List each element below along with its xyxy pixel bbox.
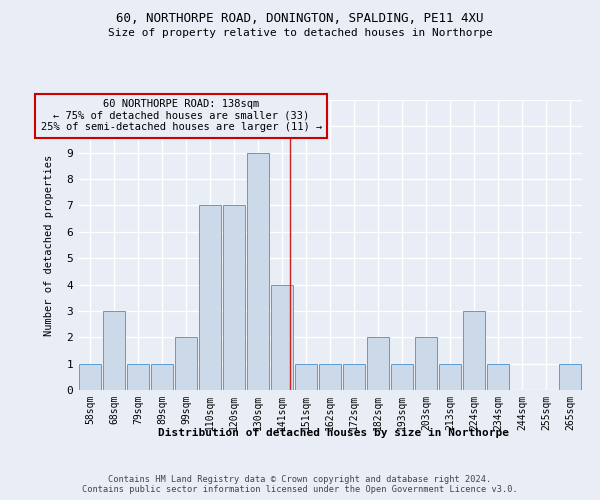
Bar — [103, 311, 125, 390]
Bar — [319, 364, 341, 390]
Text: 60, NORTHORPE ROAD, DONINGTON, SPALDING, PE11 4XU: 60, NORTHORPE ROAD, DONINGTON, SPALDING,… — [116, 12, 484, 26]
Bar — [487, 364, 509, 390]
Bar — [559, 364, 581, 390]
Bar — [439, 364, 461, 390]
Y-axis label: Number of detached properties: Number of detached properties — [44, 154, 54, 336]
Text: Contains HM Land Registry data © Crown copyright and database right 2024.
Contai: Contains HM Land Registry data © Crown c… — [82, 474, 518, 494]
Bar — [247, 152, 269, 390]
Text: Distribution of detached houses by size in Northorpe: Distribution of detached houses by size … — [158, 428, 509, 438]
Bar — [463, 311, 485, 390]
Bar — [415, 338, 437, 390]
Bar — [367, 338, 389, 390]
Bar — [391, 364, 413, 390]
Bar — [79, 364, 101, 390]
Bar — [271, 284, 293, 390]
Bar — [175, 338, 197, 390]
Bar — [127, 364, 149, 390]
Text: Size of property relative to detached houses in Northorpe: Size of property relative to detached ho… — [107, 28, 493, 38]
Bar — [199, 206, 221, 390]
Bar — [295, 364, 317, 390]
Bar — [223, 206, 245, 390]
Bar — [343, 364, 365, 390]
Text: 60 NORTHORPE ROAD: 138sqm
← 75% of detached houses are smaller (33)
25% of semi-: 60 NORTHORPE ROAD: 138sqm ← 75% of detac… — [41, 99, 322, 132]
Bar — [151, 364, 173, 390]
